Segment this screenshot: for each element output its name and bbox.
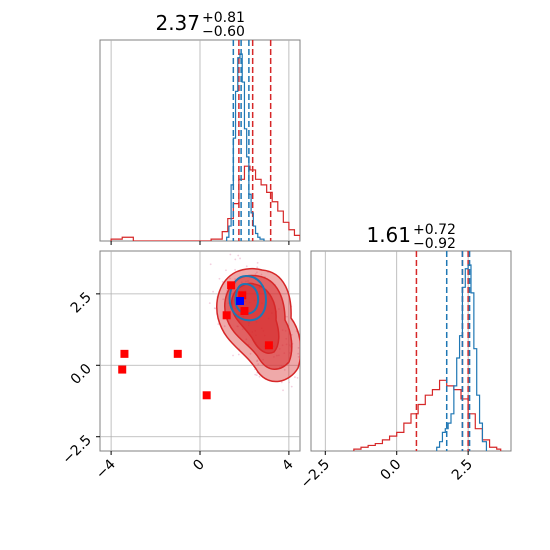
title-top-left-plus: +0.81: [202, 10, 245, 26]
sample-dot: [256, 271, 258, 274]
sample-dot: [234, 278, 236, 280]
title-bottom-right-value: 1.61: [366, 223, 411, 247]
sample-dot: [254, 373, 257, 376]
sample-dot: [282, 389, 284, 392]
tick-label-x-1: 0: [190, 457, 208, 475]
sample-dot: [305, 374, 307, 376]
tick-label-x-0: −4: [93, 456, 119, 482]
x-ticks-top-left: [110, 241, 290, 245]
sample-dot: [234, 268, 236, 271]
title-top-left-minus: −0.60: [202, 24, 245, 40]
red-marker-3: [202, 391, 211, 400]
tick-label-y-1: 0.0: [68, 361, 95, 388]
sample-dot: [297, 355, 300, 358]
sample-dot: [258, 375, 261, 378]
sample-dot: [222, 298, 225, 301]
red-marker-2: [173, 349, 182, 358]
sample-dot: [257, 363, 260, 366]
panel-bottom-right: −2.5 0.0 2.5 1.61 +0.72 −0.92: [298, 222, 512, 492]
sample-dot: [297, 352, 300, 355]
sample-dot: [294, 376, 296, 379]
histogram-series-1: [436, 264, 488, 451]
sample-dot: [249, 352, 252, 355]
title-bottom-right-minus: −0.92: [413, 236, 456, 252]
sample-dot: [303, 352, 305, 354]
tick-label-x-2: 4: [279, 456, 297, 474]
red-marker-8: [264, 341, 273, 350]
sample-dot: [283, 368, 286, 371]
sample-dot: [239, 257, 241, 260]
panel-top-left: 2.37 +0.81 −0.60: [99, 10, 301, 245]
histogram-series-1: [226, 53, 265, 241]
sample-dot: [229, 253, 232, 256]
tick-label-y-2: 2.5: [68, 289, 95, 316]
red-marker-4: [222, 311, 231, 320]
sample-dot: [218, 277, 221, 280]
tick-label-x-2: 2.5: [449, 457, 476, 484]
tick-label-x-0: −2.5: [298, 457, 333, 492]
sample-dot: [208, 302, 211, 305]
scatter-contours: [118, 253, 307, 400]
red-marker-6: [238, 291, 247, 300]
histograms-bottom-right: [353, 251, 502, 451]
sample-dot: [212, 290, 214, 293]
tick-label-x-1: 0.0: [377, 457, 404, 484]
title-bottom-right-plus: +0.72: [413, 222, 456, 238]
sample-dot: [234, 258, 237, 261]
y-ticks-bottom-left: −2.5 0.0 2.5: [59, 289, 100, 468]
sample-dot: [209, 263, 212, 266]
sample-dot: [217, 323, 220, 325]
sample-dot: [225, 269, 227, 272]
sample-dot: [214, 307, 217, 310]
histogram-series-0: [110, 165, 300, 241]
sample-dot: [237, 353, 240, 356]
sample-dot: [256, 359, 259, 362]
sample-dot: [288, 381, 290, 384]
sample-dot: [297, 347, 300, 349]
sample-dot: [256, 261, 259, 264]
sample-dot: [223, 325, 226, 328]
sample-dot: [229, 277, 231, 280]
sample-dot: [255, 374, 258, 376]
sample-dot: [296, 377, 299, 379]
sample-dot: [256, 266, 259, 269]
sample-dot: [305, 344, 307, 346]
red-marker-1: [118, 365, 127, 374]
red-marker-7: [240, 307, 249, 315]
red-marker-5: [227, 281, 236, 290]
tick-label-y-0: −2.5: [59, 432, 94, 467]
sample-dot: [254, 273, 257, 276]
sample-dot: [290, 385, 293, 388]
x-ticks-bottom-right: −2.5 0.0 2.5: [298, 451, 476, 492]
sample-dot: [260, 273, 263, 276]
sample-dot: [245, 265, 248, 268]
sample-dot: [221, 281, 224, 283]
red-marker-0: [120, 349, 129, 358]
blue-marker: [236, 297, 244, 305]
title-top-left-value: 2.37: [155, 11, 200, 35]
sample-dot: [232, 354, 234, 357]
panel-bottom-left: −4 0 4 −2.5 0.0 2.5: [59, 250, 307, 482]
sample-dot: [280, 381, 283, 384]
histogram-series-0: [353, 379, 502, 451]
histograms-top-left: [110, 40, 300, 241]
grid-top-left: [110, 40, 290, 241]
truth-markers: [118, 281, 273, 400]
x-ticks-bottom-left: −4 0 4: [93, 451, 297, 482]
sample-dot: [286, 315, 288, 318]
sample-dot: [237, 254, 240, 257]
